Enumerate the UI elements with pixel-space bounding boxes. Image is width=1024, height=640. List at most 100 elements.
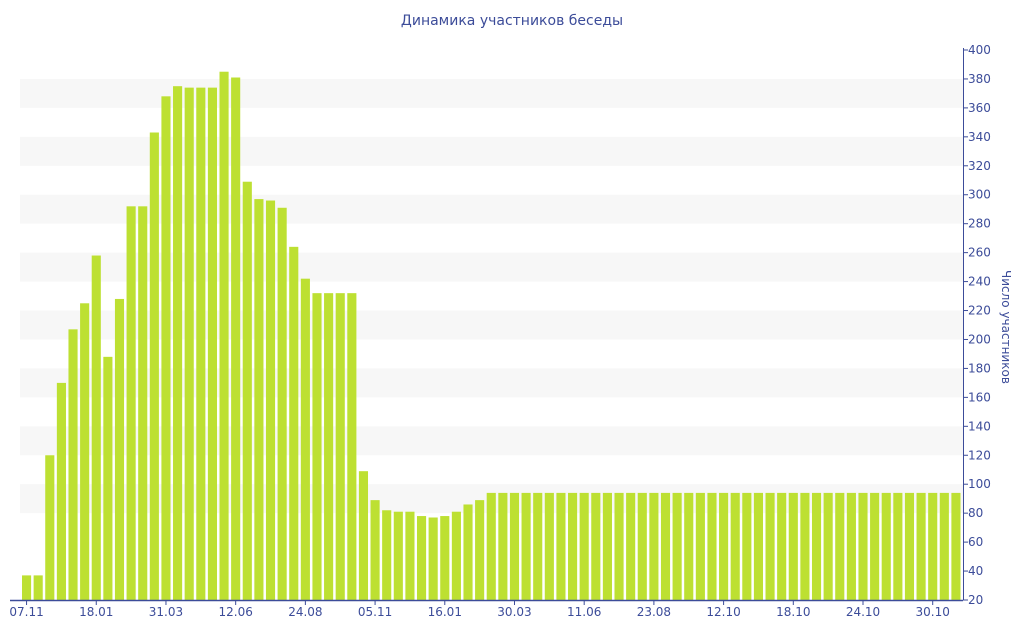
bar [451, 511, 461, 600]
bar [219, 71, 229, 601]
bar [765, 492, 775, 600]
bar [835, 492, 845, 600]
bar [846, 492, 856, 600]
bar [823, 492, 833, 600]
bar [138, 206, 148, 600]
bar [231, 77, 241, 600]
x-tick-label: 31.03 [149, 605, 183, 619]
bar [521, 492, 531, 600]
x-tick-label: 16.01 [428, 605, 462, 619]
bar [312, 293, 322, 600]
bar [707, 492, 717, 600]
bar [904, 492, 915, 600]
y-tick-label: 140 [968, 419, 991, 433]
bar [684, 492, 694, 600]
bar [463, 504, 473, 600]
bar [254, 199, 264, 600]
bar [916, 492, 926, 600]
bar [777, 492, 787, 600]
bar [568, 492, 578, 600]
bar [173, 86, 183, 601]
y-tick-label: 80 [968, 506, 983, 520]
bar [591, 492, 601, 600]
bar [788, 492, 798, 600]
bar [811, 492, 822, 600]
x-tick-label: 18.10 [776, 605, 810, 619]
bar [289, 246, 299, 600]
bar [730, 492, 740, 600]
y-tick-label: 260 [968, 246, 991, 260]
bar [579, 492, 589, 600]
y-tick-label: 60 [968, 535, 983, 549]
bar [91, 255, 101, 601]
bar [196, 87, 206, 600]
bar [753, 492, 764, 600]
x-tick-label: 07.11 [9, 605, 43, 619]
x-tick-label: 30.10 [916, 605, 950, 619]
bar [881, 492, 891, 600]
bar [347, 293, 357, 600]
x-tick-label: 12.06 [218, 605, 252, 619]
bar [33, 575, 43, 600]
bar [486, 492, 496, 600]
bar [440, 516, 450, 600]
bar [951, 492, 961, 600]
x-tick-label: 24.08 [288, 605, 322, 619]
bar [277, 207, 287, 600]
bar [870, 492, 880, 600]
y-tick-label: 40 [968, 564, 983, 578]
bar [126, 206, 136, 600]
y-tick-label: 120 [968, 448, 991, 462]
x-tick-label: 18.01 [79, 605, 113, 619]
y-tick-label: 280 [968, 217, 991, 231]
x-tick-label: 05.11 [358, 605, 392, 619]
x-tick-label: 11.06 [567, 605, 601, 619]
x-tick-label: 30.03 [497, 605, 531, 619]
bar [324, 293, 334, 600]
bar [405, 511, 415, 600]
bar [544, 492, 554, 600]
x-tick-label: 23.08 [637, 605, 671, 619]
y-axis-label: Число участников [999, 270, 1013, 384]
bar [382, 510, 392, 600]
bar [509, 492, 520, 600]
bar [800, 492, 810, 600]
y-tick-label: 20 [968, 593, 983, 607]
bar [719, 492, 729, 600]
bar [602, 492, 612, 600]
y-tick-label: 360 [968, 101, 991, 115]
bar [22, 575, 32, 600]
bar [80, 303, 90, 600]
bar [928, 492, 938, 600]
chart-title: Динамика участников беседы [400, 13, 624, 29]
bar [242, 181, 252, 601]
bar [939, 492, 949, 600]
bar [893, 492, 903, 600]
x-tick-label: 24.10 [846, 605, 880, 619]
bar [858, 492, 868, 600]
bar [114, 298, 125, 600]
bar [265, 200, 276, 601]
y-tick-label: 400 [968, 43, 991, 57]
bar [614, 492, 624, 600]
y-tick-label: 180 [968, 361, 991, 375]
x-tick-label: 12.10 [706, 605, 740, 619]
y-tick-label: 340 [968, 130, 991, 144]
bar [56, 382, 66, 600]
bar [358, 471, 369, 600]
y-tick-label: 200 [968, 332, 991, 346]
bar [207, 87, 217, 600]
bar [672, 492, 682, 600]
bar [695, 492, 705, 600]
bar [428, 517, 438, 600]
bar [149, 132, 159, 600]
y-tick-label: 320 [968, 159, 991, 173]
y-tick-label: 240 [968, 275, 991, 289]
y-tick-label: 220 [968, 304, 991, 318]
bar [335, 293, 345, 600]
bar [649, 492, 659, 600]
y-tick-label: 100 [968, 477, 991, 491]
bar [184, 87, 194, 600]
y-tick-label: 160 [968, 390, 991, 404]
bar [556, 492, 566, 600]
